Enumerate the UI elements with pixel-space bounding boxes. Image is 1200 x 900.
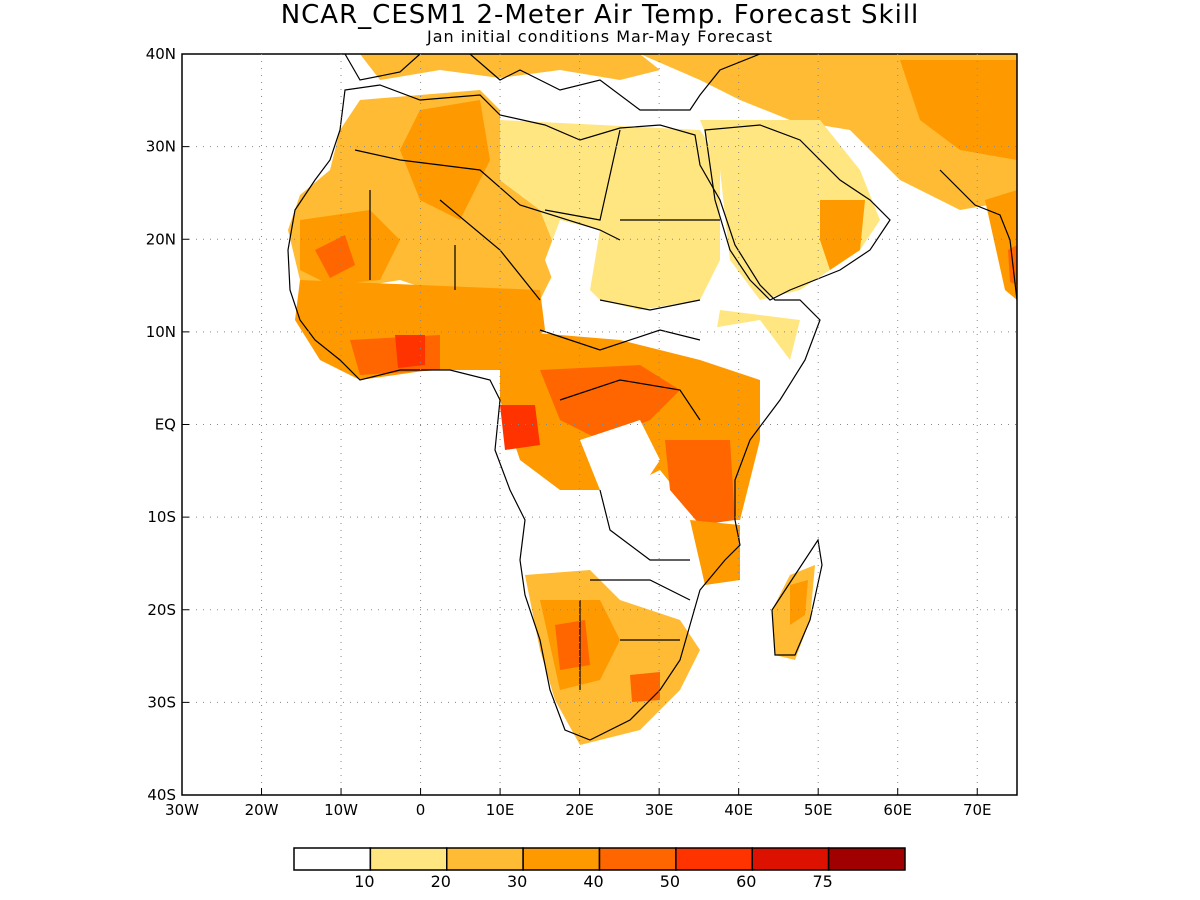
colorbar-level-label: 75 (812, 872, 832, 891)
lon-tick-label: 40E (724, 801, 753, 819)
lon-tick-label: 30E (645, 801, 674, 819)
shade-guinea-red2 (395, 335, 425, 368)
lon-tick-label: 20W (245, 801, 279, 819)
lat-tick-label: EQ (155, 416, 176, 434)
colorbar-swatch (293, 847, 372, 871)
lat-tick-label: 40N (146, 45, 176, 63)
shade-india (985, 190, 1017, 300)
lat-tick-label: 20N (146, 230, 176, 248)
shade-congo-red (500, 405, 540, 450)
lat-tick-label: 30S (147, 693, 176, 711)
shade-asia-orange (900, 60, 1017, 160)
shade-south-red2 (630, 672, 660, 702)
shade-white-horn (700, 320, 790, 380)
shade-nw-red (315, 235, 355, 278)
colorbar-level-label: 40 (583, 872, 603, 891)
colorbar-level-label: 60 (736, 872, 756, 891)
colorbar-swatch (522, 847, 601, 871)
shade-madagascar-orange (790, 580, 808, 625)
lon-tick-label: 60E (883, 801, 912, 819)
shade-ea-red (665, 440, 735, 525)
lon-tick-label: 20E (565, 801, 594, 819)
coast-africa (287, 84, 821, 741)
coast-arabia (704, 124, 891, 301)
colorbar-level-label: 10 (354, 872, 374, 891)
lat-tick-label: 10S (147, 508, 176, 526)
colorbar-swatch (446, 847, 524, 871)
map-subtitle: Jan initial conditions Mar-May Forecast (426, 27, 774, 46)
colorbar-swatch (751, 847, 830, 871)
shade-arabia-orange (820, 200, 865, 270)
shade-guinea-red (350, 335, 440, 375)
shade-white-sahel (545, 220, 600, 300)
lon-tick-label: 0 (416, 801, 426, 819)
shade-ea-orange (690, 520, 740, 585)
lon-tick-label: 10W (324, 801, 358, 819)
coast-europe (344, 54, 761, 111)
colorbar-swatch (827, 847, 906, 871)
lat-tick-label: 20S (147, 601, 176, 619)
colorbar-level-label: 50 (660, 872, 680, 891)
lat-tick-label: 10N (146, 323, 176, 341)
colorbar-level-label: 20 (431, 872, 451, 891)
shade-south (525, 570, 700, 745)
lon-tick-label: 30W (165, 801, 199, 819)
map-title: NCAR_CESM1 2-Meter Air Temp. Forecast Sk… (280, 0, 920, 30)
shade-ne-africa (500, 120, 720, 310)
lat-tick-label: 30N (146, 138, 176, 156)
shade-south-red (555, 620, 590, 670)
coast-india (939, 169, 1017, 301)
lon-tick-label: 50E (804, 801, 833, 819)
coastlines (287, 54, 1017, 741)
colorbar-swatch (598, 847, 677, 871)
colorbar: 10 20 30 40 50 60 75 (293, 847, 906, 891)
shade-europe (360, 54, 660, 80)
colorbar-swatch (675, 847, 753, 871)
axis-ticks: 30W 20W 10W 0 10E 20E 30E 40E 50E 60E 70E 40N 30N 20N… (146, 45, 992, 819)
shade-white-congo (580, 420, 660, 490)
colorbar-level-label: 30 (507, 872, 527, 891)
shade-sahara-orange (400, 100, 490, 220)
skill-shading (288, 54, 1017, 745)
lat-tick-label: 40S (147, 786, 176, 804)
colorbar-swatch (369, 847, 448, 871)
lon-tick-label: 10E (486, 801, 515, 819)
lon-tick-label: 70E (963, 801, 992, 819)
